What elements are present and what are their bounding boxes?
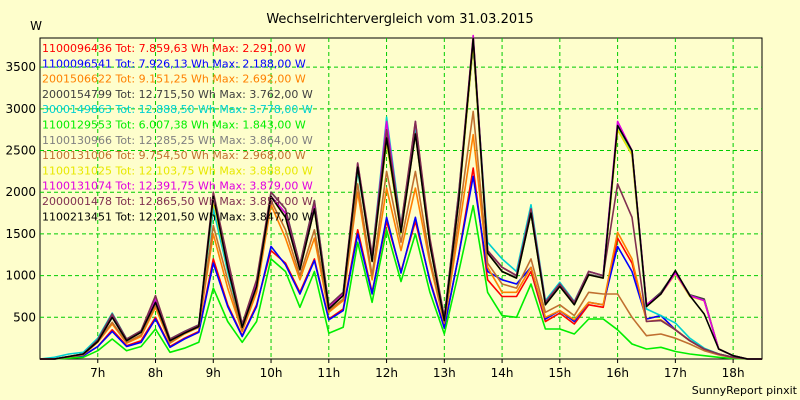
legend-entry-1100096541: 1100096541 Tot: 7.926,13 Wh Max: 2.188,0… <box>42 57 306 70</box>
legend-entry-1100130966: 1100130966 Tot: 12.285,25 Wh Max: 3.864,… <box>42 134 313 147</box>
x-tick-label: 12h <box>375 366 398 380</box>
plot-area-frame <box>39 37 763 360</box>
y-tick-label: 500 <box>13 310 36 324</box>
x-tick-label: 7h <box>90 366 105 380</box>
y-tick-label: 3500 <box>5 60 36 74</box>
y-axis-ticks: 500 1000 1500 2000 2500 3000 3500 <box>5 60 36 324</box>
y-tick-label: 2500 <box>5 144 36 158</box>
series-line-1100213451 <box>40 37 762 360</box>
legend-entry-1100096436: 1100096436 Tot: 7.859,63 Wh Max: 2.291,0… <box>42 42 306 55</box>
x-tick-label: 14h <box>491 366 514 380</box>
y-axis-unit-label: W <box>30 19 42 33</box>
x-axis-ticks: 7h 8h 9h 10h 11h 12h 13h 14h 15h 16h 17h 18h <box>90 359 745 380</box>
x-tick-label: 9h <box>206 366 221 380</box>
y-tick-label: 1500 <box>5 227 36 241</box>
legend: 1100096436 Tot: 7.859,63 Wh Max: 2.291,0… <box>42 42 313 223</box>
legend-entry-3000149863: 3000149863 Tot: 12.888,50 Wh Max: 3.778,… <box>42 103 313 116</box>
x-tick-label: 18h <box>722 366 745 380</box>
legend-entry-2000001478: 2000001478 Tot: 12.865,50 Wh Max: 3.854,… <box>42 195 313 208</box>
y-tick-label: 2000 <box>5 185 36 199</box>
legend-entry-2000154799: 2000154799 Tot: 12.715,50 Wh Max: 3.762,… <box>42 88 313 101</box>
x-tick-label: 15h <box>548 366 571 380</box>
legend-entry-1100131074: 1100131074 Tot: 12.391,75 Wh Max: 3.879,… <box>42 180 313 193</box>
legend-entry-1100131025: 1100131025 Tot: 12.103,75 Wh Max: 3.888,… <box>42 164 313 177</box>
legend-entry-1100131006: 1100131006 Tot: 9.754,50 Wh Max: 2.968,0… <box>42 149 306 162</box>
x-tick-label: 8h <box>148 366 163 380</box>
series-layer <box>39 34 762 360</box>
x-tick-label: 16h <box>606 366 629 380</box>
x-tick-label: 17h <box>664 366 687 380</box>
series-line-1100129553 <box>40 204 762 360</box>
legend-entry-1100213451: 1100213451 Tot: 12.201,50 Wh Max: 3.847,… <box>42 210 313 223</box>
chart-title: Wechselrichtervergleich vom 31.03.2015 <box>266 12 533 27</box>
x-tick-label: 10h <box>260 366 283 380</box>
legend-entry-1100129553: 1100129553 Tot: 6.007,38 Wh Max: 1.843,0… <box>42 119 306 132</box>
series-line-2000001478 <box>40 37 762 360</box>
y-tick-label: 1000 <box>5 269 36 283</box>
footer-credit: SunnyReport pinxit <box>692 384 798 397</box>
y-tick-label: 3000 <box>5 102 36 116</box>
x-tick-label: 13h <box>433 366 456 380</box>
legend-entry-2001506622: 2001506622 Tot: 9.151,25 Wh Max: 2.692,0… <box>42 73 306 86</box>
x-tick-label: 11h <box>317 366 340 380</box>
grid-layer <box>40 38 762 359</box>
